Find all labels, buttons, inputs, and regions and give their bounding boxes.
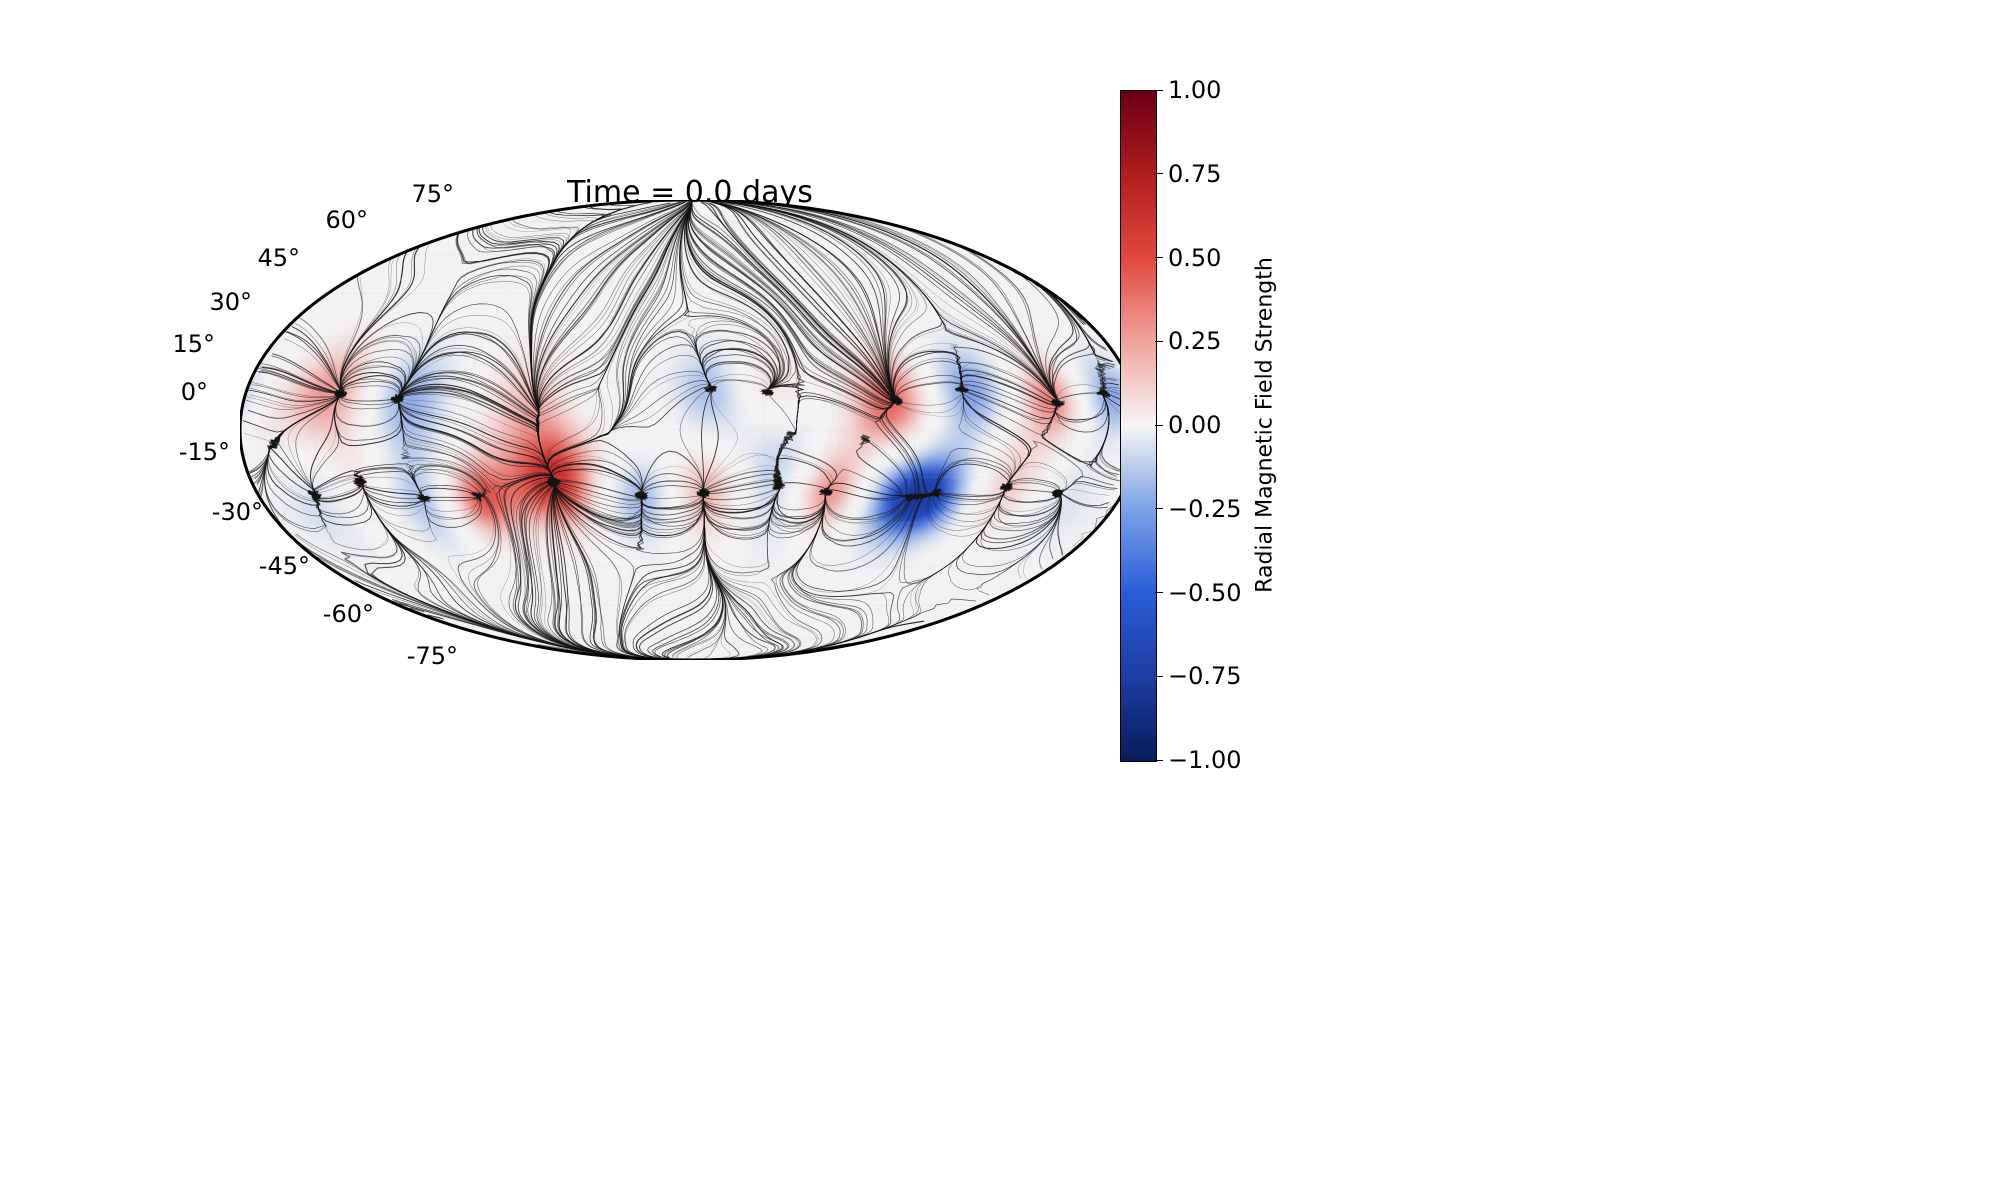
colorbar-ticklabel: −0.25 [1168, 495, 1242, 523]
latitude-label: -30° [173, 498, 263, 526]
colorbar-tick [1155, 173, 1163, 174]
latitude-label: -15° [140, 438, 230, 466]
colorbar-axis-label: Radial Magnetic Field Strength [1253, 257, 1278, 593]
latitude-label: 0° [118, 378, 208, 406]
latitude-label: 75° [364, 180, 454, 208]
latitude-label: 15° [125, 330, 215, 358]
figure: Time = 0.0 days Radial Magnetic Field St… [120, 80, 1880, 1080]
colorbar-tick [1155, 760, 1163, 761]
colorbar-ticklabel: −0.75 [1168, 662, 1242, 690]
colorbar: Radial Magnetic Field Strength −1.00−0.7… [1120, 90, 1320, 760]
colorbar-tick [1155, 592, 1163, 593]
colorbar-ticklabel: −1.00 [1168, 746, 1242, 774]
colorbar-ticklabel: 0.25 [1168, 327, 1221, 355]
colorbar-tick [1155, 341, 1163, 342]
colorbar-tick [1155, 676, 1163, 677]
latitude-label: -60° [284, 600, 374, 628]
colorbar-gradient [1120, 90, 1157, 762]
latitude-label: -45° [220, 552, 310, 580]
colorbar-ticklabel: 0.50 [1168, 244, 1221, 272]
latitude-label: 45° [210, 244, 300, 272]
colorbar-ticklabel: −0.50 [1168, 579, 1242, 607]
latitude-label: -75° [368, 642, 458, 670]
colorbar-tick [1155, 90, 1163, 91]
latitude-label: 60° [278, 206, 368, 234]
colorbar-tick [1155, 425, 1163, 426]
colorbar-tick [1155, 508, 1163, 509]
mollweide-plot [240, 200, 1140, 660]
latitude-label: 30° [162, 288, 252, 316]
colorbar-ticklabel: 0.75 [1168, 160, 1221, 188]
colorbar-ticklabel: 0.00 [1168, 411, 1221, 439]
mollweide-svg [240, 200, 1140, 660]
colorbar-tick [1155, 257, 1163, 258]
colorbar-ticklabel: 1.00 [1168, 76, 1221, 104]
